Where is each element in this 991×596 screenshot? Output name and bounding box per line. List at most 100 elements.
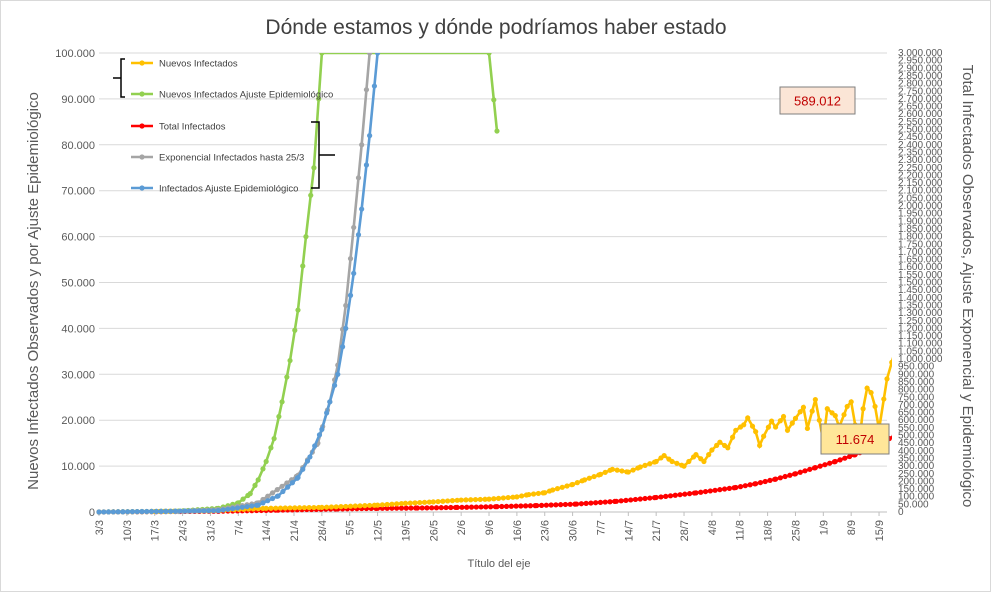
x-tick-label: 2/6 (456, 520, 468, 535)
data-point (530, 491, 537, 497)
y2-tick-label: 2.800.000 (898, 79, 943, 90)
data-point (889, 359, 892, 365)
y2-tick-label: 1.400.000 (898, 293, 943, 304)
data-point (449, 498, 456, 504)
data-point (196, 508, 202, 514)
data-point (804, 425, 811, 432)
data-point (319, 53, 325, 56)
data-point (448, 504, 454, 511)
data-point (765, 424, 772, 430)
data-point (802, 468, 808, 474)
data-point (483, 504, 489, 510)
data-point (693, 452, 699, 458)
data-point (663, 493, 669, 499)
y-tick-label: 30.000 (61, 369, 95, 381)
data-point (523, 503, 529, 509)
data-point (842, 455, 848, 461)
data-point (359, 206, 365, 212)
data-point (394, 505, 400, 511)
data-point (357, 503, 363, 509)
legend-label: Nuevos Infectados Ajuste Epidemiológico (159, 90, 333, 101)
data-point (430, 499, 436, 505)
data-point (777, 418, 783, 424)
data-point (363, 162, 370, 168)
data-point (477, 496, 483, 503)
y2-tick-label: 2.000.000 (898, 201, 943, 212)
data-point (433, 505, 440, 511)
y2-tick-label: 250.000 (898, 469, 935, 480)
data-point (300, 466, 306, 472)
y2-tick-label: 1.550.000 (898, 270, 943, 281)
data-point (832, 413, 838, 419)
y2-tick-label: 1.800.000 (898, 232, 943, 243)
data-point (677, 492, 683, 498)
data-point (538, 502, 545, 508)
data-point (569, 481, 576, 488)
data-point (168, 508, 174, 514)
y2-tick-label: 500.000 (898, 431, 935, 442)
data-point (562, 501, 569, 508)
data-point (761, 433, 767, 439)
y-tick-label: 60.000 (61, 232, 95, 244)
data-point (508, 503, 514, 509)
data-point (747, 482, 753, 488)
data-point (891, 434, 892, 438)
data-point (578, 501, 584, 507)
y2-tick-label: 150.000 (898, 484, 935, 495)
data-point (494, 504, 500, 510)
x-tick-label: 14/4 (261, 520, 273, 541)
data-point (681, 463, 687, 469)
data-point (324, 410, 330, 416)
legend-marker (139, 60, 145, 66)
data-point (672, 492, 678, 498)
data-point (647, 495, 653, 501)
data-point (742, 483, 748, 489)
y2-tick-label: 2.900.000 (898, 63, 943, 74)
data-point (712, 487, 718, 493)
data-point (301, 505, 307, 511)
data-point (355, 175, 362, 181)
data-point (268, 445, 274, 451)
data-point (148, 508, 155, 514)
data-point (468, 497, 474, 503)
data-point (559, 484, 565, 490)
data-point (211, 508, 217, 514)
data-point (488, 504, 494, 510)
chart-title: Dónde estamos y dónde podríamos haber es… (265, 16, 726, 39)
y2-tick-label: 100.000 (898, 492, 935, 503)
y-tick-label: 50.000 (61, 278, 95, 290)
y2-tick-label: 950.000 (898, 362, 935, 373)
x-tick-label: 10/3 (122, 520, 134, 541)
data-point (269, 495, 276, 502)
legend-marker (139, 154, 145, 160)
y2-tick-label: 2.250.000 (898, 163, 943, 174)
data-point (762, 478, 768, 485)
y2-tick-label: 2.050.000 (898, 193, 943, 204)
data-point (307, 454, 313, 460)
data-point (296, 505, 303, 511)
data-point (709, 447, 715, 453)
data-point (519, 493, 525, 499)
data-point (586, 475, 592, 481)
data-point (139, 508, 145, 515)
data-point (273, 505, 279, 511)
data-point (445, 498, 451, 504)
data-point (706, 452, 712, 458)
data-point (800, 404, 807, 410)
data-point (295, 474, 301, 481)
x-tick-label: 28/4 (317, 520, 329, 541)
annotation-box (820, 423, 890, 455)
data-point (316, 432, 323, 438)
data-point (276, 413, 282, 420)
data-point (285, 484, 291, 490)
data-point (335, 371, 341, 377)
legend-marker (139, 123, 145, 129)
data-point (687, 491, 693, 497)
x-tick-label: 24/3 (178, 520, 190, 541)
data-point (338, 504, 344, 510)
y2-tick-label: 700.000 (898, 400, 935, 411)
data-point (277, 505, 284, 511)
data-point (367, 53, 373, 56)
data-point (881, 396, 887, 402)
